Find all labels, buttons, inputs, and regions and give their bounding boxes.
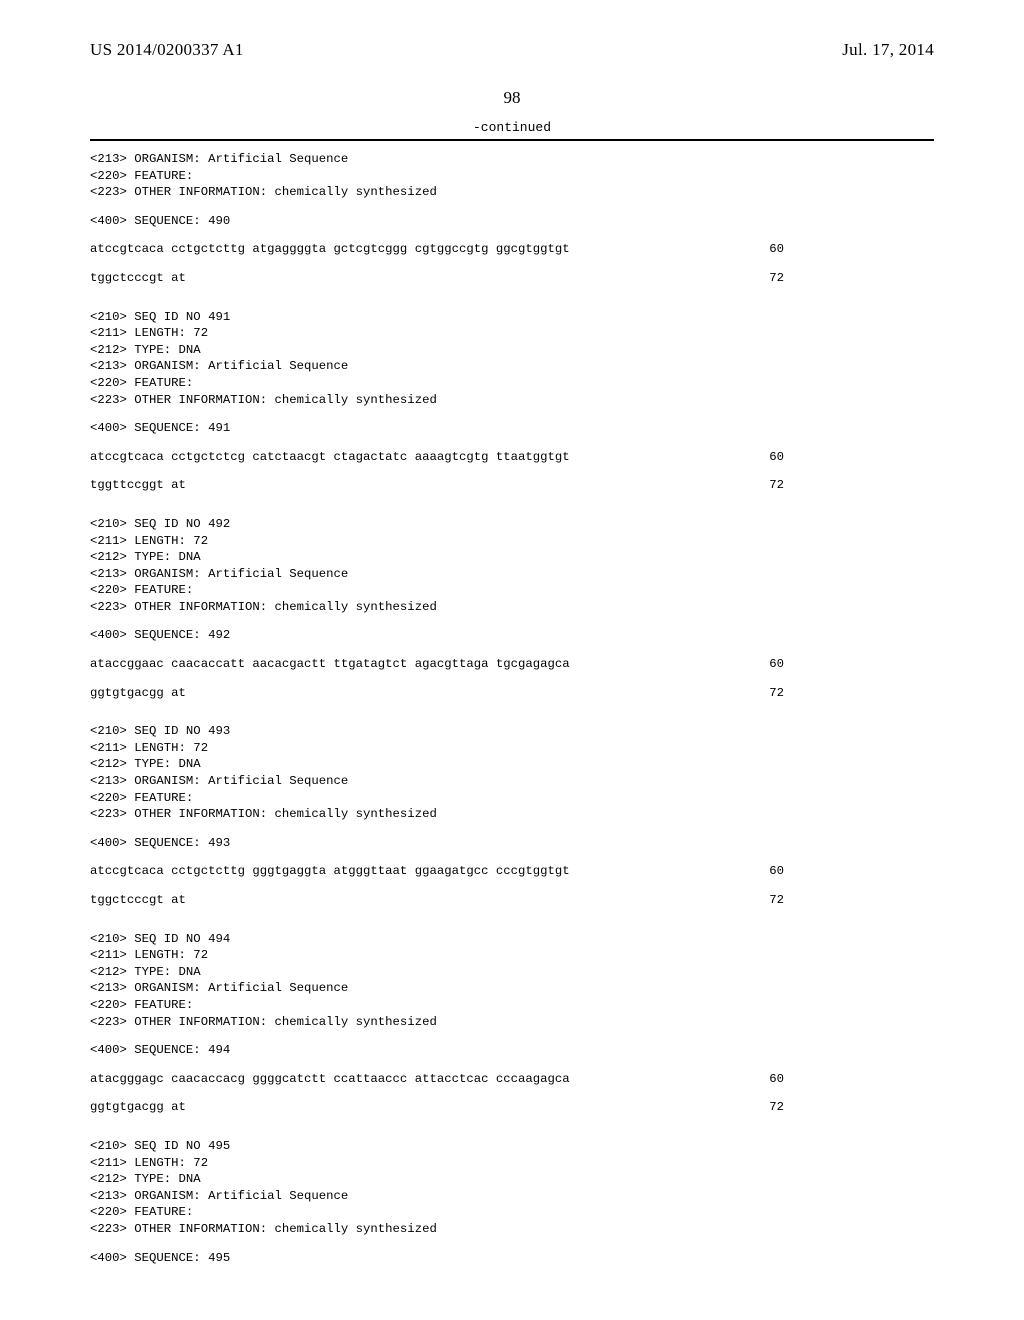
sequence-label: <400> SEQUENCE: 495 — [90, 1250, 934, 1267]
sequence-position: 60 — [769, 449, 934, 466]
sequence-text: atccgtcaca cctgctcttg atgaggggta gctcgtc… — [90, 241, 570, 258]
sequence-row: atccgtcaca cctgctcttg atgaggggta gctcgtc… — [90, 241, 934, 258]
sequence-position: 72 — [769, 892, 934, 909]
sequence-header-block: <210> SEQ ID NO 493<211> LENGTH: 72<212>… — [90, 723, 934, 823]
sequence-header-line: <213> ORGANISM: Artificial Sequence — [90, 773, 934, 790]
sequence-listing-body: <213> ORGANISM: Artificial Sequence<220>… — [90, 151, 934, 1300]
sequence-row: atccgtcaca cctgctctcg catctaacgt ctagact… — [90, 449, 934, 466]
sequence-position: 72 — [769, 685, 934, 702]
rule-top — [90, 139, 934, 141]
sequence-header-line: <213> ORGANISM: Artificial Sequence — [90, 358, 934, 375]
publication-number: US 2014/0200337 A1 — [90, 40, 244, 60]
sequence-header-block: <210> SEQ ID NO 491<211> LENGTH: 72<212>… — [90, 309, 934, 409]
sequence-header-line: <220> FEATURE: — [90, 168, 934, 185]
sequence-header-line: <220> FEATURE: — [90, 375, 934, 392]
sequence-header-line: <223> OTHER INFORMATION: chemically synt… — [90, 599, 934, 616]
sequence-header-line: <210> SEQ ID NO 494 — [90, 931, 934, 948]
sequence-header-line: <212> TYPE: DNA — [90, 1171, 934, 1188]
sequence-header-line: <223> OTHER INFORMATION: chemically synt… — [90, 1221, 934, 1238]
publication-date: Jul. 17, 2014 — [842, 40, 934, 60]
sequence-position: 60 — [769, 656, 934, 673]
sequence-header-line: <210> SEQ ID NO 493 — [90, 723, 934, 740]
sequence-header-line: <223> OTHER INFORMATION: chemically synt… — [90, 1014, 934, 1031]
sequence-position: 72 — [769, 477, 934, 494]
sequence-text: ggtgtgacgg at — [90, 1099, 186, 1116]
sequence-header-line: <220> FEATURE: — [90, 1204, 934, 1221]
sequence-header-line: <213> ORGANISM: Artificial Sequence — [90, 1188, 934, 1205]
sequence-header-line: <213> ORGANISM: Artificial Sequence — [90, 151, 934, 168]
sequence-row: atacgggagc caacaccacg ggggcatctt ccattaa… — [90, 1071, 934, 1088]
sequence-label: <400> SEQUENCE: 493 — [90, 835, 934, 852]
sequence-label: <400> SEQUENCE: 494 — [90, 1042, 934, 1059]
sequence-text: tggctcccgt at — [90, 892, 186, 909]
sequence-position: 72 — [769, 270, 934, 287]
page-header: US 2014/0200337 A1 Jul. 17, 2014 — [90, 40, 934, 60]
sequence-header-line: <212> TYPE: DNA — [90, 549, 934, 566]
sequence-row: atccgtcaca cctgctcttg gggtgaggta atgggtt… — [90, 863, 934, 880]
sequence-row: tggctcccgt at 72 — [90, 270, 934, 287]
sequence-header-line: <213> ORGANISM: Artificial Sequence — [90, 980, 934, 997]
sequence-text: atccgtcaca cctgctcttg gggtgaggta atgggtt… — [90, 863, 570, 880]
sequence-header-line: <211> LENGTH: 72 — [90, 325, 934, 342]
sequence-header-block: <213> ORGANISM: Artificial Sequence<220>… — [90, 151, 934, 201]
sequence-header-line: <212> TYPE: DNA — [90, 964, 934, 981]
sequence-position: 60 — [769, 241, 934, 258]
sequence-row: ggtgtgacgg at 72 — [90, 685, 934, 702]
sequence-text: ataccggaac caacaccatt aacacgactt ttgatag… — [90, 656, 570, 673]
sequence-row: tggctcccgt at 72 — [90, 892, 934, 909]
sequence-header-line: <223> OTHER INFORMATION: chemically synt… — [90, 392, 934, 409]
sequence-text: atccgtcaca cctgctctcg catctaacgt ctagact… — [90, 449, 570, 466]
sequence-header-line: <223> OTHER INFORMATION: chemically synt… — [90, 806, 934, 823]
sequence-header-line: <210> SEQ ID NO 492 — [90, 516, 934, 533]
sequence-header-line: <220> FEATURE: — [90, 582, 934, 599]
sequence-header-block: <210> SEQ ID NO 494<211> LENGTH: 72<212>… — [90, 931, 934, 1031]
sequence-label: <400> SEQUENCE: 492 — [90, 627, 934, 644]
sequence-header-line: <210> SEQ ID NO 495 — [90, 1138, 934, 1155]
sequence-label: <400> SEQUENCE: 490 — [90, 213, 934, 230]
sequence-text: tggctcccgt at — [90, 270, 186, 287]
sequence-position: 60 — [769, 863, 934, 880]
sequence-header-block: <210> SEQ ID NO 492<211> LENGTH: 72<212>… — [90, 516, 934, 616]
page-container: US 2014/0200337 A1 Jul. 17, 2014 98 -con… — [0, 0, 1024, 1320]
sequence-header-line: <211> LENGTH: 72 — [90, 1155, 934, 1172]
sequence-position: 60 — [769, 1071, 934, 1088]
sequence-header-line: <223> OTHER INFORMATION: chemically synt… — [90, 184, 934, 201]
sequence-row: ataccggaac caacaccatt aacacgactt ttgatag… — [90, 656, 934, 673]
sequence-text: tggttccggt at — [90, 477, 186, 494]
sequence-header-line: <220> FEATURE: — [90, 790, 934, 807]
sequence-header-line: <210> SEQ ID NO 491 — [90, 309, 934, 326]
sequence-header-line: <212> TYPE: DNA — [90, 342, 934, 359]
sequence-row: ggtgtgacgg at 72 — [90, 1099, 934, 1116]
sequence-header-line: <211> LENGTH: 72 — [90, 740, 934, 757]
sequence-header-line: <220> FEATURE: — [90, 997, 934, 1014]
sequence-text: atacgggagc caacaccacg ggggcatctt ccattaa… — [90, 1071, 570, 1088]
sequence-position: 72 — [769, 1099, 934, 1116]
sequence-row: tggttccggt at 72 — [90, 477, 934, 494]
sequence-header-block: <210> SEQ ID NO 495<211> LENGTH: 72<212>… — [90, 1138, 934, 1238]
sequence-header-line: <211> LENGTH: 72 — [90, 947, 934, 964]
sequence-header-line: <211> LENGTH: 72 — [90, 533, 934, 550]
sequence-header-line: <213> ORGANISM: Artificial Sequence — [90, 566, 934, 583]
sequence-header-line: <212> TYPE: DNA — [90, 756, 934, 773]
continued-label: -continued — [90, 120, 934, 135]
page-number: 98 — [90, 88, 934, 108]
sequence-label: <400> SEQUENCE: 491 — [90, 420, 934, 437]
sequence-text: ggtgtgacgg at — [90, 685, 186, 702]
